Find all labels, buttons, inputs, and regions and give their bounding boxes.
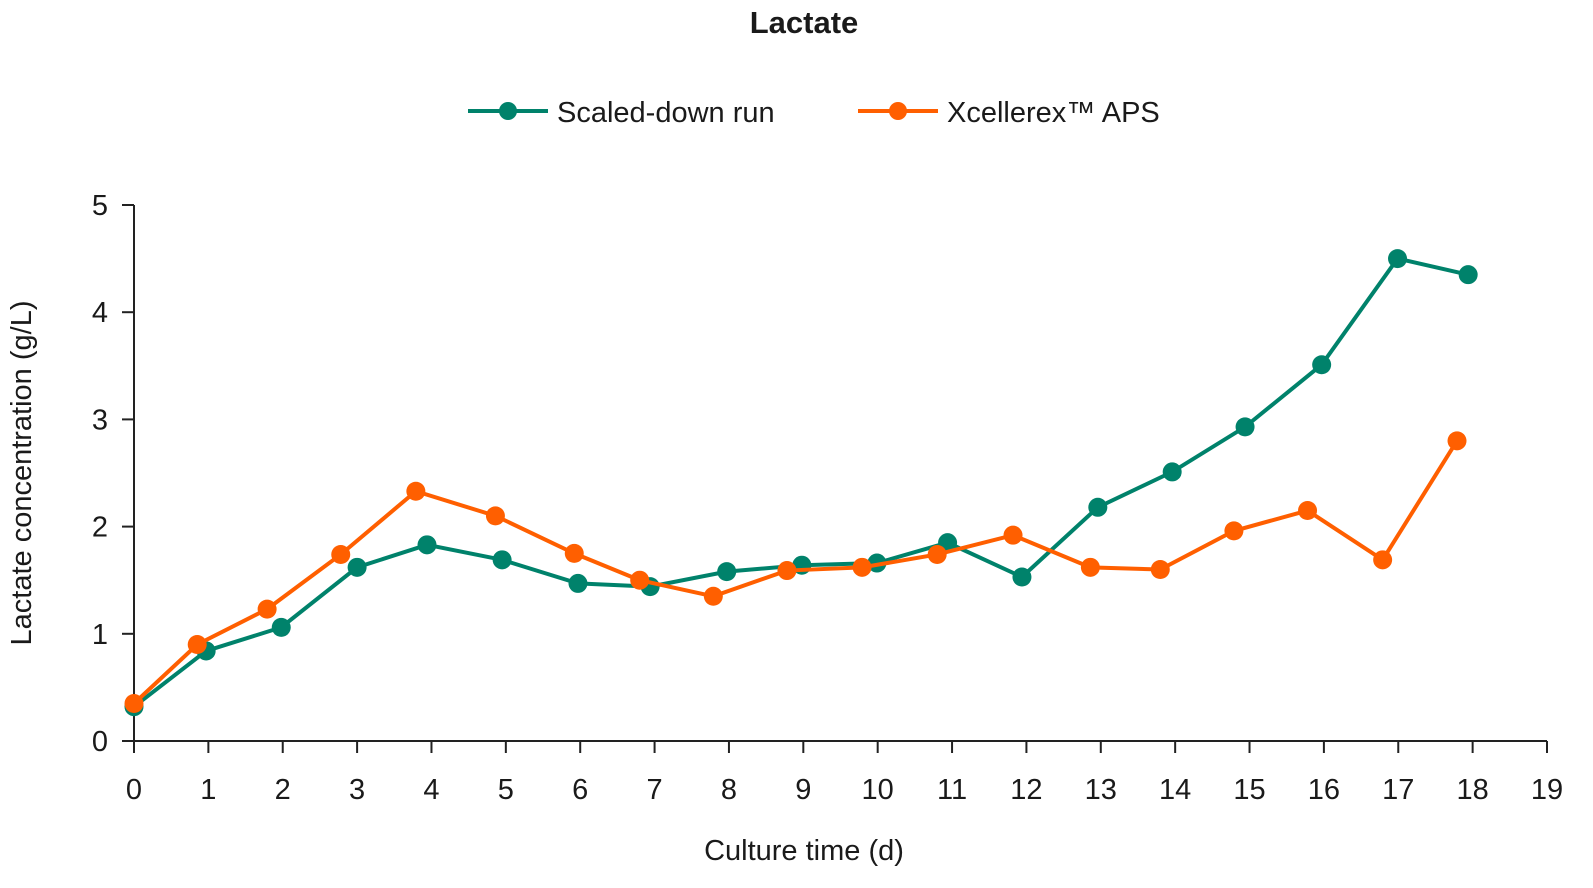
data-point-1-8 [703,586,723,606]
x-tick-label-19: 19 [1531,774,1563,806]
data-point-1-7 [630,570,650,590]
data-point-0-8 [717,562,737,582]
x-tick-label-16: 16 [1308,774,1340,806]
legend: Scaled-down run Xcellerex™ APS [468,97,1160,129]
x-tick-label-2: 2 [275,774,291,806]
series-line-0 [132,256,1469,709]
x-tick-label-17: 17 [1382,774,1414,806]
legend-label-0: Scaled-down run [557,97,775,129]
data-point-0-14 [1162,462,1182,482]
y-tick-label-0: 0 [92,726,108,758]
x-axis-label: Culture time (d) [704,835,904,867]
data-point-0-5 [492,550,512,570]
data-point-1-1 [187,635,207,655]
y-axis-label: Lactate concentration (g/L) [6,301,38,646]
x-tick-label-15: 15 [1233,774,1265,806]
data-point-0-17 [1388,249,1408,269]
data-point-0-18 [1458,265,1478,285]
data-point-1-5 [485,506,505,526]
data-point-0-2 [271,617,291,637]
data-point-1-13 [1080,557,1100,577]
data-point-1-18 [1447,431,1467,451]
data-point-1-15 [1224,521,1244,541]
data-point-1-10 [852,557,872,577]
x-tick-label-6: 6 [572,774,588,806]
legend-item-1: Xcellerex™ APS [858,97,1160,129]
x-tick-label-5: 5 [498,774,514,806]
legend-item-0: Scaled-down run [468,97,775,129]
y-tick-label-5: 5 [92,190,108,222]
legend-marker-1 [889,102,907,120]
data-point-0-15 [1235,417,1255,437]
data-point-1-3 [331,544,351,564]
x-tick-label-12: 12 [1010,774,1042,806]
legend-label-1: Xcellerex™ APS [947,97,1160,129]
data-point-1-9 [777,561,797,581]
data-point-1-12 [1003,525,1023,545]
x-tick-label-10: 10 [862,774,894,806]
data-point-1-14 [1150,559,1170,579]
data-point-1-17 [1373,550,1393,570]
y-tick-label-2: 2 [92,512,108,544]
data-point-1-11 [927,544,947,564]
x-tick-label-0: 0 [126,774,142,806]
chart-title: Lactate [750,5,859,40]
data-point-1-6 [564,543,584,563]
y-tick-label-3: 3 [92,404,108,436]
series-0 [124,249,1478,717]
x-tick-label-11: 11 [937,774,967,806]
x-tick-label-7: 7 [647,774,663,806]
data-point-1-2 [257,599,277,619]
y-tick-label-1: 1 [92,619,108,651]
data-point-0-3 [347,557,367,577]
data-point-1-4 [406,481,426,501]
y-tick-label-4: 4 [92,297,108,329]
series-group [124,249,1478,717]
data-point-1-16 [1298,501,1318,521]
data-point-0-6 [568,573,588,593]
x-tick-label-1: 1 [200,774,216,806]
x-tick-label-4: 4 [423,774,439,806]
x-tick-label-18: 18 [1456,774,1488,806]
data-point-0-16 [1312,355,1332,375]
legend-marker-0 [499,102,517,120]
data-point-0-4 [417,535,437,555]
series-1 [124,431,1467,713]
data-point-0-13 [1088,497,1108,517]
x-tick-label-8: 8 [721,774,737,806]
data-point-0-12 [1012,567,1032,587]
x-tick-label-13: 13 [1085,774,1117,806]
x-tick-label-14: 14 [1159,774,1191,806]
x-tick-label-9: 9 [795,774,811,806]
x-tick-label-3: 3 [349,774,365,806]
data-point-1-0 [124,693,144,713]
